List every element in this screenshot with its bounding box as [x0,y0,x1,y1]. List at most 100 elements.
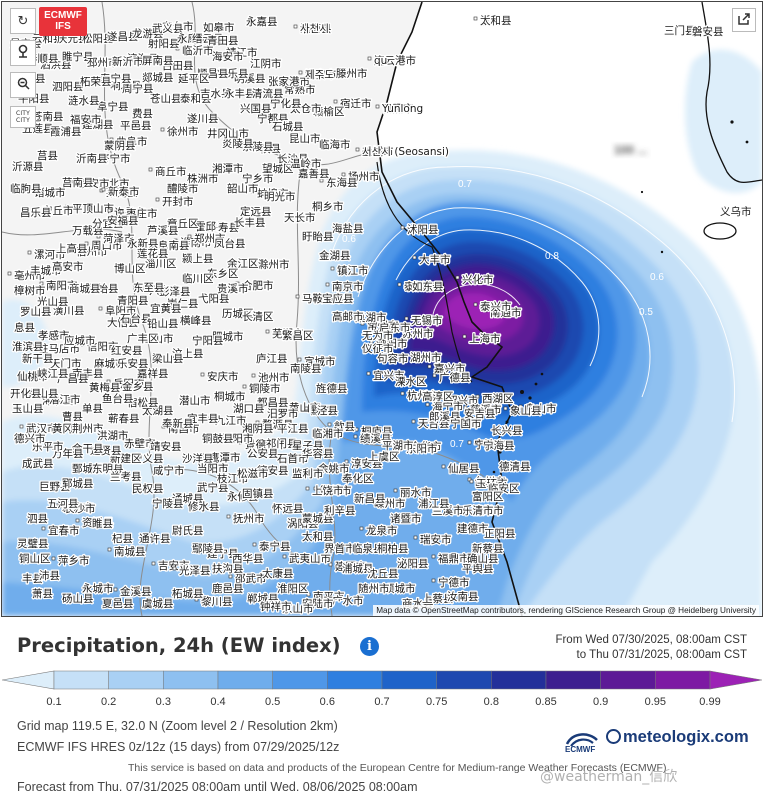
city-marker [282,403,287,408]
city-label: 单县 [82,403,103,415]
city-marker [39,281,44,286]
city-label: 缙云县 [192,32,224,45]
precipitation-map[interactable]: 0.5 0.7 0.8 0.6 0.5 0.7 0.6 100 ... 沂水县日… [2,2,762,616]
city-marker [467,477,472,482]
city-label: 平江县 [277,423,309,435]
city-label: 祁门县 [266,437,298,450]
city-marker [367,56,372,61]
city-label: 宁海县 [483,439,515,452]
city-marker [403,353,408,358]
city-label: 福鼎市 [438,552,470,565]
city-label: 九江市 [215,414,247,427]
city-label: 汨罗市 [267,407,299,420]
meteologix-brand[interactable]: meteologix.com [606,728,749,747]
city-label: 鹿邑县 [212,582,244,595]
city-label: 诸暨市 [390,512,422,525]
city-label: 永丰县 [224,87,256,100]
city-label: 德清县 [499,460,531,473]
city-label: 遂川县 [187,112,219,125]
city-label: 泰安市 [78,177,110,190]
city-marker [469,479,474,484]
city-label: 商城县 [69,282,101,295]
city-label: 淳安县 [351,457,383,470]
city-label: 泾县 [317,404,338,417]
city-marker [330,266,335,271]
city-toggle-button[interactable]: CITY CITY [10,106,36,128]
city-label: 浠水县 [42,394,74,407]
city-label: 长沙市 [64,502,96,515]
city-label: 滕州市 [336,67,368,80]
city-label: 将乐县 [217,68,249,80]
city-label: 资溪县 [82,517,114,529]
city-label: 安福县 [107,214,139,227]
city-marker [80,342,85,347]
city-label: 青阳县 [117,294,149,307]
share-button[interactable] [732,8,756,32]
city-marker [473,16,478,21]
city-label: 南丰县 [72,367,104,380]
contour-label: 0.7 [450,439,464,450]
city-label: 成武县 [22,457,54,470]
city-label: 万年县 [52,447,84,460]
city-label: 明光市 [264,190,296,203]
city-marker [399,444,404,449]
location-pin-icon [17,44,29,62]
city-label: 奉化区 [342,472,374,485]
city-label: 长沙县 [277,153,309,165]
city-label: 西湖区 [482,393,514,405]
city-marker [375,104,380,109]
city-label: 海安市 [212,50,244,63]
city-label: 泗县 [27,513,48,525]
locate-button[interactable] [10,40,36,66]
city-label: 兴国县 [240,103,272,115]
reload-button[interactable]: ↻ [10,8,36,34]
city-label: 明溪县 [234,73,266,85]
map-viewport[interactable]: 0.5 0.7 0.8 0.6 0.5 0.7 0.6 100 ... 沂水县日… [1,1,763,617]
zoom-button[interactable] [10,72,36,98]
city-label: 杞县 [112,532,133,545]
city-marker [425,402,430,407]
map-attribution[interactable]: Map data © OpenStreetMap contributors, r… [373,605,759,616]
city-marker [475,394,480,399]
city-label: 湘阴县 [242,422,274,435]
city-label: 杭州市 [407,389,439,402]
info-icon[interactable]: i [360,637,379,656]
city-label: 太湖县 [142,404,174,417]
city-marker [293,24,298,29]
city-label: 新余市 [62,501,94,514]
city-label: 铜山区 [19,553,51,565]
city-label: 景德镇市 [245,438,287,451]
city-marker [297,357,302,362]
contour-label: 0.7 [458,179,472,190]
colorbar-segment [163,670,219,690]
colorbar-segment [327,670,383,690]
city-label: 武夷山市 [289,552,331,565]
city-label: 新干县 [22,352,54,365]
city-marker [173,238,178,243]
city-label: 临湘市 [312,427,344,440]
city-marker [65,204,70,209]
city-label: 五河县 [47,498,79,510]
city-label: 上海市 [469,332,501,345]
city-label: 梁山县 [152,352,184,365]
city-marker [319,178,324,183]
city-label: 鹰潭市 [209,451,241,464]
city-label: 汶上县 [172,347,204,360]
city-label: 靖安县 [150,440,182,453]
city-label: 桐乡市 [312,200,344,213]
city-marker [251,260,256,265]
city-label: 绩溪县 [360,432,392,445]
city-label: 安庆市 [207,370,239,383]
jeju-island [703,222,737,240]
city-marker [476,441,481,446]
city-label: 赤壁市 [124,437,156,450]
contour-label: 0.8 [545,251,559,262]
city-label: 郎溪县 [429,410,461,423]
city-label: 张家港市 [268,75,310,88]
city-label: 苏州市 [402,327,434,340]
city-marker [161,424,166,429]
city-label: 分宜县 [92,217,124,230]
city-label: 咸宁市 [153,464,185,477]
city-marker [306,107,311,112]
